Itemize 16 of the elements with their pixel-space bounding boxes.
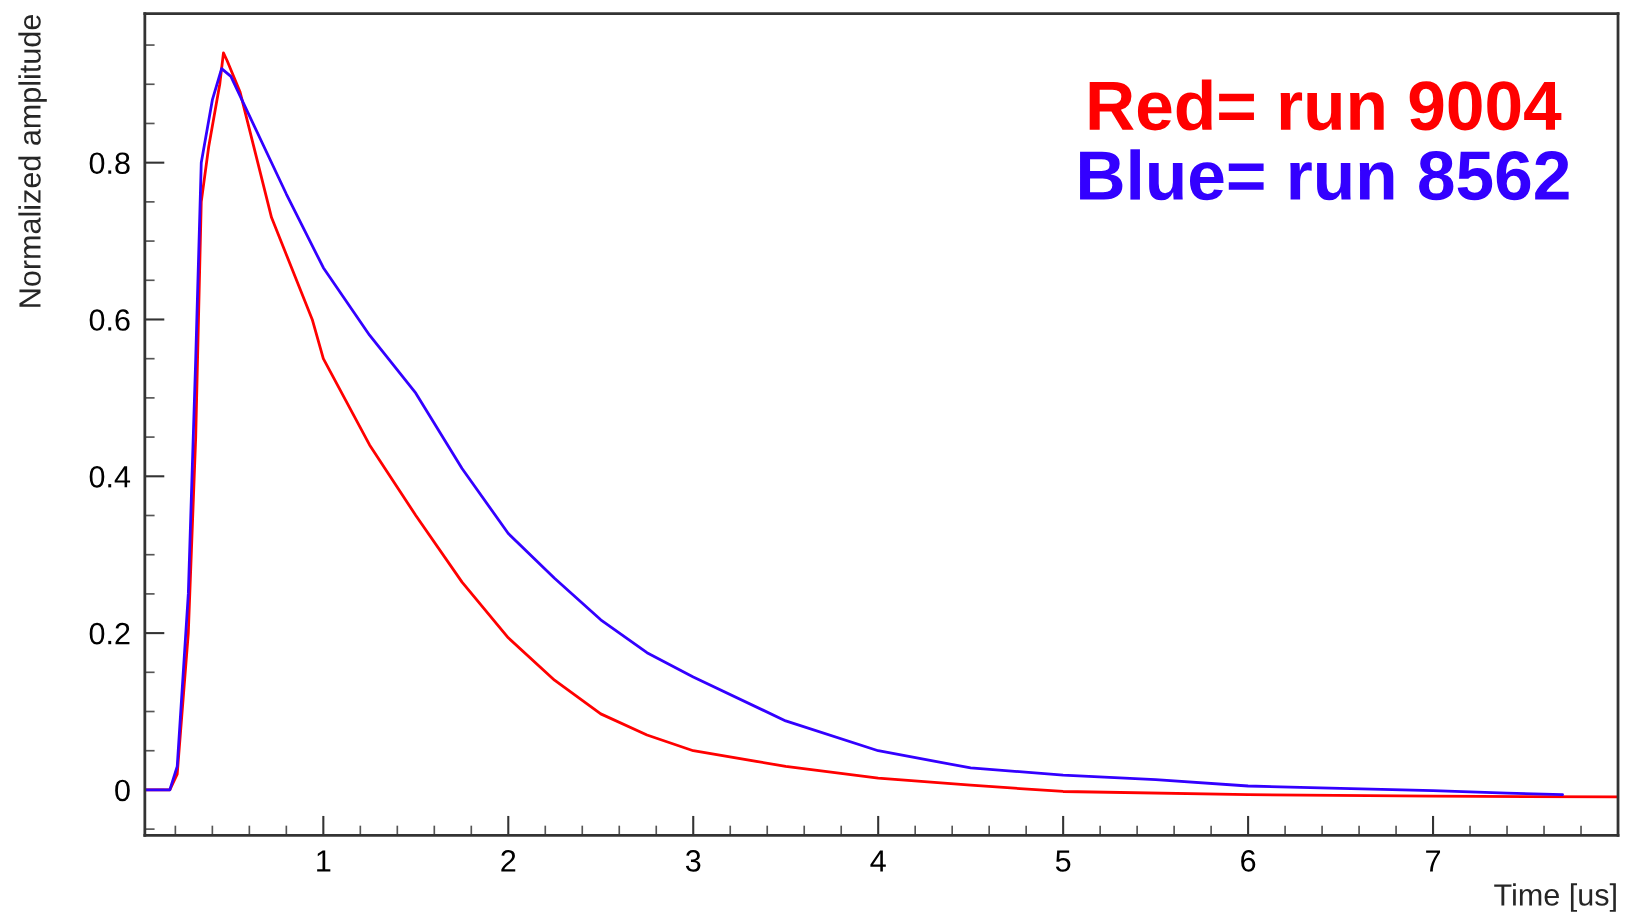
y-tick-label: 0.8 [89, 152, 130, 175]
x-tick-label: 5 [1055, 850, 1071, 872]
x-tick-label: 4 [870, 850, 886, 872]
text: Blue= run 8562 [1080, 149, 1569, 201]
x-tick-label: 1 [317, 850, 331, 872]
x-axis-title: Time [us] [1494, 883, 1616, 912]
y-tick-label: 0.4 [89, 466, 131, 488]
text: Red= run 9004 [1089, 79, 1562, 131]
y-tick-label: 0.6 [89, 309, 130, 331]
y-tick-label: 0 [115, 779, 130, 802]
y-tick-label: 0.2 [89, 622, 130, 645]
x-tick-label: 7 [1426, 850, 1441, 872]
x-tick-label: 3 [685, 850, 701, 872]
x-tick-label: 2 [501, 850, 516, 872]
x-tick-label: 6 [1241, 850, 1256, 872]
y-axis-title: Normalized amplitude [18, 15, 47, 307]
